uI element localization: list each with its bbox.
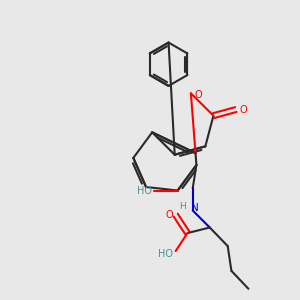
Text: O: O bbox=[239, 105, 247, 115]
Text: N: N bbox=[191, 203, 199, 213]
Text: HO: HO bbox=[137, 185, 152, 196]
Text: O: O bbox=[195, 90, 202, 100]
Text: O: O bbox=[166, 210, 173, 220]
Text: H: H bbox=[179, 202, 186, 211]
Text: HO: HO bbox=[158, 248, 173, 259]
